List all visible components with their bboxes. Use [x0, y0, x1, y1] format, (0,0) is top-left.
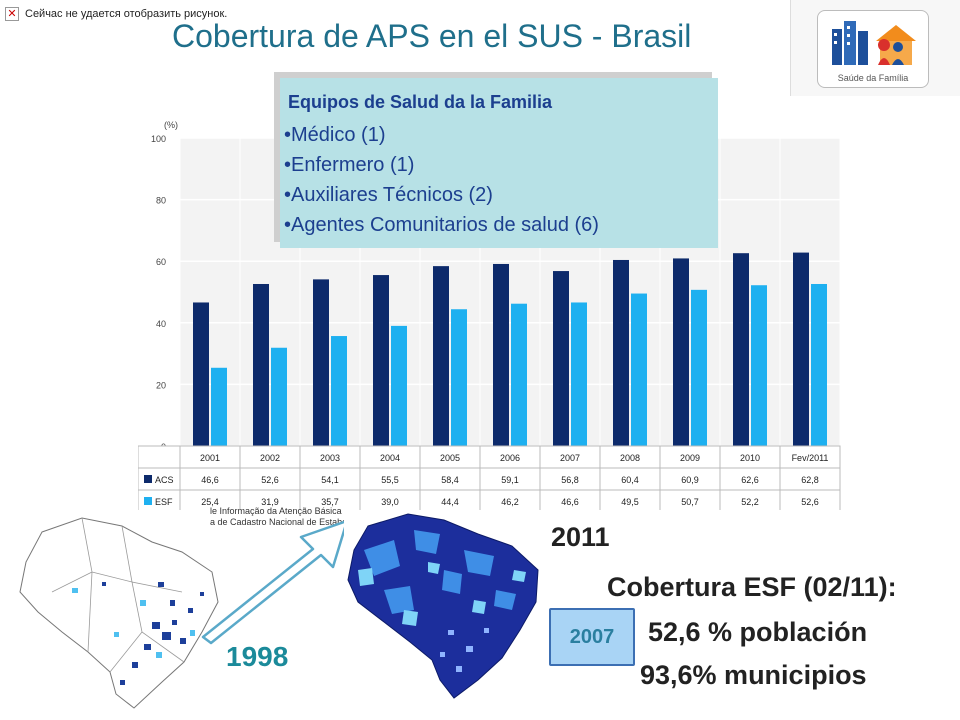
source-line-2: a de Cadastro Nacional de Estabe [210, 517, 348, 527]
data-label-acs: 52,6 [261, 475, 279, 485]
coverage-population: 52,6 % población [648, 617, 868, 647]
bar-acs [313, 279, 329, 446]
year-label-2011: 2011 [551, 522, 610, 552]
x-tick-label: 2006 [500, 453, 520, 463]
bar-esf [271, 347, 287, 446]
bar-esf [631, 293, 647, 446]
broken-image-placeholder: ✕ Сейчас не удается отобразить рисунок. [5, 4, 255, 24]
bar-esf [331, 336, 347, 446]
x-tick-label: 2002 [260, 453, 280, 463]
bar-acs [793, 252, 809, 446]
logo-frame: Saúde da Família [817, 10, 929, 88]
y-tick-label: 60 [156, 257, 166, 267]
bar-esf [211, 367, 227, 446]
team-composition-box: Equipos de Salud da la Familia Médico (1… [280, 78, 718, 248]
x-tick-label: Fev/2011 [792, 453, 829, 463]
data-label-acs: 62,8 [801, 475, 819, 485]
team-item: Agentes Comunitarios de salud (6) [284, 210, 599, 240]
data-label-esf: 44,4 [441, 497, 459, 507]
data-label-acs: 62,6 [741, 475, 759, 485]
data-label-esf: 46,6 [561, 497, 579, 507]
data-label-esf: 46,2 [501, 497, 519, 507]
broken-image-text: Сейчас не удается отобразить рисунок. [25, 8, 228, 20]
broken-image-icon: ✕ [5, 7, 19, 21]
bar-acs [193, 302, 209, 446]
team-item: Auxiliares Técnicos (2) [284, 180, 599, 210]
y-tick-label: 20 [156, 380, 166, 390]
legend-swatch-esf [144, 497, 152, 505]
team-item: Médico (1) [284, 120, 599, 150]
year-badge-2007: 2007 [549, 608, 635, 666]
bar-esf [751, 285, 767, 446]
data-label-esf: 52,6 [801, 497, 819, 507]
coverage-title: Cobertura ESF (02/11): [607, 572, 897, 602]
source-line-1: le Informação da Atenção Básica [210, 506, 342, 516]
bar-esf [571, 302, 587, 446]
progression-arrow-icon [201, 519, 349, 645]
data-label-esf: 50,7 [681, 497, 699, 507]
logo-text: Saúde da Família [837, 73, 909, 83]
data-label-acs: 46,6 [201, 475, 219, 485]
data-label-esf: 31,9 [261, 497, 279, 507]
x-tick-label: 2001 [200, 453, 220, 463]
x-tick-label: 2010 [740, 453, 760, 463]
brazil-map-1998 [19, 517, 219, 709]
bar-esf [811, 283, 827, 446]
bar-acs [553, 271, 569, 446]
buildings-family-icon [832, 21, 916, 65]
brazil-map-2011 [344, 510, 542, 700]
bar-acs [373, 275, 389, 446]
x-tick-label: 2005 [440, 453, 460, 463]
y-tick-label: 80 [156, 196, 166, 206]
team-item: Enfermero (1) [284, 150, 599, 180]
data-label-esf: 49,5 [621, 497, 639, 507]
x-tick-label: 2004 [380, 453, 400, 463]
x-tick-label: 2007 [560, 453, 580, 463]
legend-label-acs: ACS [155, 475, 174, 485]
data-label-esf: 52,2 [741, 497, 759, 507]
y-tick-label: 100 [151, 134, 166, 144]
team-list: Médico (1) Enfermero (1) Auxiliares Técn… [284, 120, 599, 240]
legend-label-esf: ESF [155, 497, 173, 507]
data-label-acs: 60,9 [681, 475, 699, 485]
data-table-frame [138, 445, 841, 510]
saude-da-familia-logo: Saúde da Família [790, 0, 960, 96]
team-box-title: Equipos de Salud da la Familia [288, 92, 553, 112]
bar-acs [613, 259, 629, 446]
data-label-acs: 54,1 [321, 475, 339, 485]
data-label-acs: 56,8 [561, 475, 579, 485]
slide-title: Cobertura de APS en el SUS - Brasil [172, 18, 692, 54]
bar-esf [391, 325, 407, 446]
bar-esf [691, 289, 707, 446]
data-label-esf: 35,7 [321, 497, 339, 507]
y-unit-label: (%) [164, 120, 178, 130]
bar-acs [433, 266, 449, 446]
data-label-esf: 39,0 [381, 497, 399, 507]
legend-swatch-acs [144, 475, 152, 483]
bar-acs [493, 263, 509, 446]
year-label-1998: 1998 [226, 641, 289, 672]
data-label-acs: 58,4 [441, 475, 459, 485]
bar-acs [673, 258, 689, 446]
bar-esf [511, 303, 527, 446]
x-tick-label: 2009 [680, 453, 700, 463]
bar-esf [451, 309, 467, 446]
data-label-acs: 60,4 [621, 475, 639, 485]
source-note: le Informação da Atenção Básica a de Cad… [210, 506, 380, 528]
coverage-municipalities: 93,6% municipios [640, 660, 867, 690]
y-tick-label: 40 [156, 319, 166, 329]
x-tick-label: 2008 [620, 453, 640, 463]
bar-acs [253, 283, 269, 446]
data-label-acs: 59,1 [501, 475, 519, 485]
bar-acs [733, 253, 749, 446]
x-tick-label: 2003 [320, 453, 340, 463]
data-label-esf: 25,4 [201, 497, 219, 507]
data-label-acs: 55,5 [381, 475, 399, 485]
